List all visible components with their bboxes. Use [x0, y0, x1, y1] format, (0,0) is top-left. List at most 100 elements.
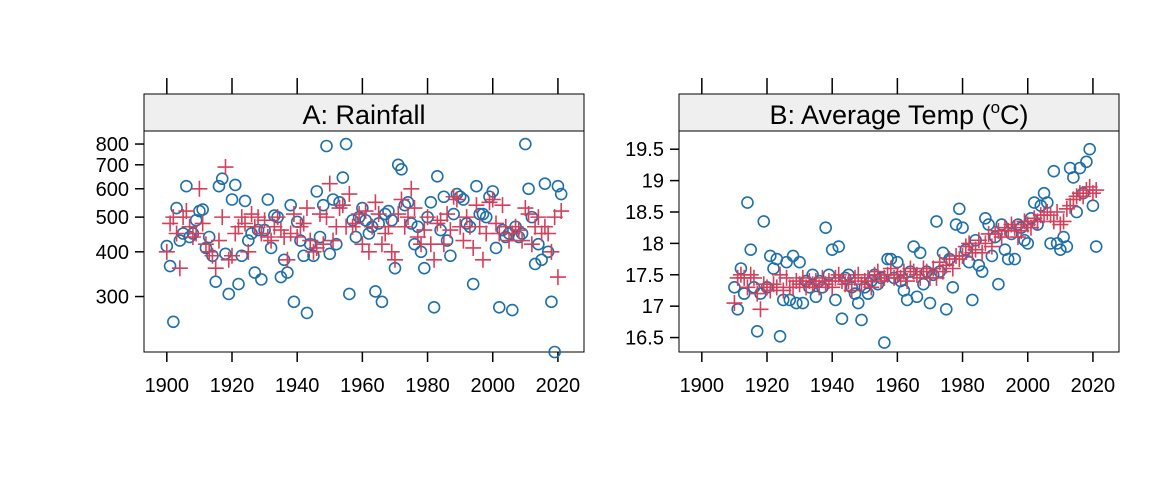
- panel-a-plus-point: [250, 209, 267, 226]
- panel-a-plus-point: [471, 218, 488, 235]
- panel-b-plus-point: [1042, 207, 1059, 224]
- panel-b-plus-point: [1058, 200, 1075, 217]
- panel-b-circle-point: [966, 293, 979, 307]
- panel-b-plus-point: [1006, 219, 1023, 236]
- panel-b-circle-point: [1018, 233, 1031, 247]
- panel-a-plus-point: [383, 243, 400, 260]
- panel-a-plus-point: [435, 236, 452, 253]
- panel-b-points: [726, 142, 1105, 349]
- panel-b-plus-point: [843, 282, 860, 299]
- panel-a-plus-point: [217, 159, 234, 176]
- panel-b-circle-point: [949, 218, 963, 231]
- panel-a-y-tick-label: 300: [96, 287, 129, 309]
- panel-b-circle-point: [910, 290, 924, 304]
- panel-a-plus-point: [243, 206, 260, 223]
- panel-b-circle-point: [796, 296, 810, 310]
- panel-a-plus-point: [285, 206, 302, 223]
- panel-a-plus-point: [302, 232, 319, 249]
- panel-a-plus-point: [347, 215, 364, 232]
- panel-a-circle-point: [522, 182, 535, 196]
- panel-b-circle-point: [930, 215, 943, 228]
- panel-a-plus-point: [207, 260, 224, 277]
- panel-b-plus-point: [928, 269, 945, 286]
- panel-a-x-tick-label: 1960: [340, 375, 385, 397]
- panel-a-plus-point: [334, 197, 351, 214]
- panel-a-plus-point: [256, 212, 273, 229]
- panel-a-plus-point: [191, 180, 208, 197]
- panel-a-plus-point: [510, 222, 527, 239]
- panel-a-plus-point: [494, 197, 511, 214]
- panel-b-circle-point: [1080, 155, 1093, 169]
- panel-a-plus-point: [390, 206, 407, 223]
- panel-a-plus-point: [520, 206, 537, 223]
- panel-a-circle-point: [212, 179, 226, 193]
- panel-b-circle-point: [750, 324, 764, 338]
- panel-a-plus-point: [233, 209, 250, 226]
- panel-a-circle-point: [170, 201, 183, 215]
- panel-b-circle-point: [773, 330, 787, 343]
- panel-a-circle-point: [528, 257, 542, 271]
- panel-a-circle-point: [274, 270, 288, 284]
- panel-b-title: B: Average Temp (oC): [769, 98, 1028, 130]
- panel-a-circle-point: [466, 277, 480, 291]
- panel-b-plus-point: [935, 263, 951, 280]
- panel-a-circle-point: [440, 234, 454, 247]
- panel-a-plus-point: [237, 215, 254, 232]
- panel-a-circle-point: [310, 185, 324, 198]
- panel-b-plus-point: [840, 273, 857, 290]
- panel-a-plus-point: [455, 232, 472, 249]
- panel-b-plus-point: [892, 269, 909, 286]
- panel-a-circle-point: [228, 178, 242, 192]
- panel-a-plus-point: [344, 218, 361, 235]
- panel-b-circle-point: [1044, 237, 1057, 250]
- panel-a-plus-point: [312, 206, 328, 223]
- panel-a-plus-point: [246, 218, 263, 235]
- panel-b-plus-point: [1019, 216, 1036, 233]
- panel-a-plus-point: [523, 236, 540, 253]
- panel-b-plus-point: [889, 266, 906, 283]
- panel-b-circle-point: [783, 293, 797, 307]
- panel-b-plus-point: [918, 263, 935, 280]
- panel-a-y-tick-label: 600: [96, 179, 129, 201]
- panel-a-plus-point: [514, 232, 531, 249]
- panel-a-plus-point: [458, 209, 475, 226]
- panel-b-plus-point: [951, 251, 968, 268]
- panel-a-title: A: Rainfall: [302, 100, 425, 130]
- panel-a-plus-point: [318, 209, 335, 226]
- panel-b-circle-point: [835, 312, 849, 326]
- panel-a-plus-point: [194, 215, 211, 232]
- panel-b-plus-point: [824, 279, 841, 296]
- panel-a-plus-point: [373, 236, 390, 253]
- panel-b-x-tick-label: 1940: [810, 375, 855, 397]
- panel-b-plus-point: [742, 266, 759, 283]
- panel-a-plus-point: [282, 225, 299, 242]
- panel-a-plus-point: [445, 188, 462, 205]
- panel-a-plus-point: [259, 228, 276, 245]
- panel-b-plus-point: [931, 254, 948, 271]
- panel-b-x-tick-label: 2020: [1071, 375, 1116, 397]
- panel-b-plus-point: [1013, 222, 1030, 239]
- panel-a-circle-point: [417, 261, 431, 275]
- panel-a-plus-point: [188, 225, 205, 242]
- panel-a-circle-point: [505, 303, 519, 317]
- panel-b-circle-point: [757, 215, 771, 228]
- panel-b-circle-point: [832, 240, 846, 253]
- panel-a-circle-point: [401, 196, 415, 209]
- panel-a-circle-point: [489, 241, 503, 255]
- panel-b-plus-point: [1084, 185, 1101, 202]
- panel-b-plus-point: [983, 238, 1000, 255]
- panel-a-circle-point: [163, 259, 177, 273]
- panel-a-circle-point: [349, 230, 363, 244]
- panel-b-circle-point: [979, 211, 992, 225]
- panel-b-plus-point: [1062, 197, 1079, 214]
- panel-b-y-tick-label: 19.5: [625, 139, 664, 161]
- panel-a-plus-point: [331, 200, 348, 217]
- panel-a-plus-point: [549, 269, 566, 286]
- panel-b-x-tick-label: 1920: [745, 375, 790, 397]
- panel-a-plus-point: [367, 194, 384, 211]
- panel-a-plus-point: [351, 206, 368, 223]
- panel-b-plus-point: [944, 260, 961, 277]
- panel-b-plus-point: [961, 235, 978, 252]
- panel-a-plus-point: [269, 209, 286, 226]
